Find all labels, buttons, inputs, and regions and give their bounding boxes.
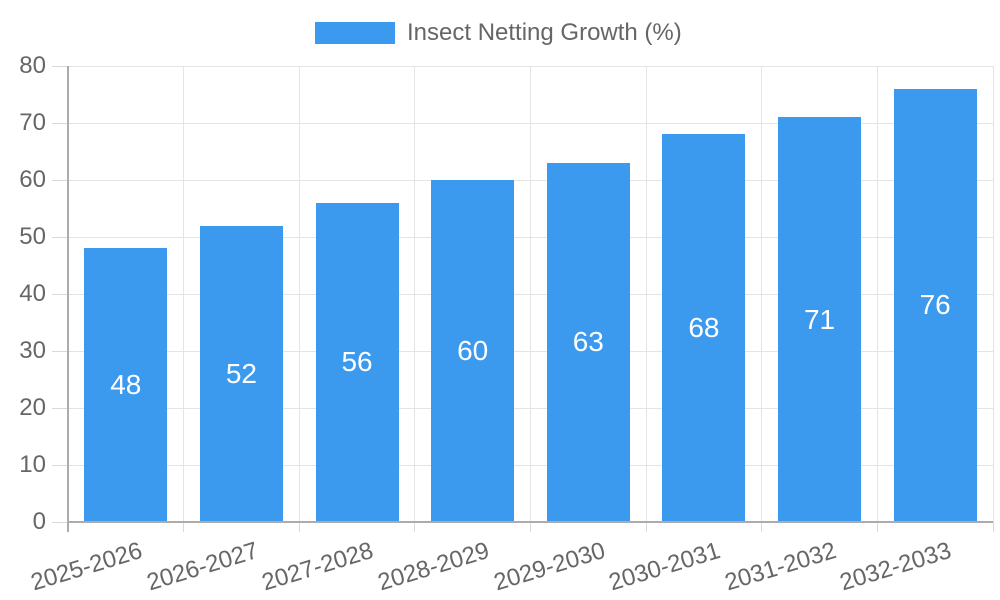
y-tick-label: 40 (19, 280, 46, 307)
x-tick-mark (298, 522, 300, 532)
bar-2026-2027[interactable]: 52 (199, 225, 283, 522)
bar-2029-2030[interactable]: 63 (546, 162, 630, 522)
bar-2030-2031[interactable]: 68 (662, 134, 746, 522)
plot-area: 48 52 56 60 63 68 71 76 (68, 65, 994, 522)
gridline-vertical (298, 66, 300, 522)
gridline-vertical (876, 66, 878, 522)
y-tick-label: 80 (19, 52, 46, 79)
gridline-vertical (530, 66, 531, 522)
legend-label: Insect Netting Growth (%) (407, 19, 682, 46)
y-tick-label: 20 (19, 394, 46, 421)
bar-2031-2032[interactable]: 71 (778, 117, 862, 522)
gridline-vertical (183, 66, 185, 522)
legend-swatch (315, 22, 395, 44)
x-tick-mark (876, 522, 878, 532)
y-tick-mark (52, 122, 68, 124)
x-tick-mark (761, 522, 763, 532)
bar-value-label: 48 (110, 369, 142, 401)
bar-2027-2028[interactable]: 56 (315, 202, 399, 522)
x-tick-label: 2030-2031 (605, 537, 724, 597)
legend-item[interactable]: Insect Netting Growth (%) (315, 21, 682, 45)
y-tick-mark (52, 293, 68, 295)
bar-value-label: 60 (457, 335, 489, 366)
y-tick-label: 60 (19, 166, 46, 193)
x-tick-mark (992, 522, 994, 532)
y-tick-mark (52, 179, 68, 181)
y-tick-mark (52, 521, 68, 523)
x-tick-label: 2025-2026 (27, 537, 146, 597)
x-tick-label: 2032-2033 (837, 537, 955, 597)
x-tick-mark (414, 522, 416, 532)
gridline-vertical (992, 66, 994, 522)
x-tick-label: 2028-2029 (374, 537, 493, 597)
x-tick-mark (645, 522, 647, 532)
y-tick-label: 30 (19, 337, 46, 364)
gridline-vertical (414, 66, 416, 522)
x-tick-label: 2027-2028 (259, 537, 377, 597)
bar-value-label: 76 (919, 289, 951, 321)
bar-value-label: 68 (688, 312, 720, 344)
bar-2028-2029[interactable]: 60 (431, 180, 515, 522)
y-tick-mark (52, 236, 68, 238)
x-tick-label: 2026-2027 (143, 537, 262, 597)
gridline-vertical (761, 66, 763, 522)
y-tick-mark (52, 464, 68, 466)
bar-2032-2033[interactable]: 76 (893, 88, 977, 522)
x-tick-label: 2031-2032 (721, 537, 840, 597)
bar-value-label: 52 (225, 357, 258, 389)
y-tick-mark (52, 65, 68, 67)
bar-value-label: 71 (803, 303, 836, 335)
gridline-vertical (645, 66, 647, 522)
bar-2025-2026[interactable]: 48 (84, 248, 168, 522)
x-tick-mark (183, 522, 185, 532)
y-tick-mark (52, 407, 68, 409)
y-tick-label: 10 (19, 451, 46, 478)
y-tick-mark (52, 350, 68, 352)
y-tick-label: 70 (19, 109, 46, 136)
x-tick-mark (530, 522, 531, 532)
x-tick-label: 2029-2030 (490, 537, 608, 597)
y-tick-label: 0 (32, 508, 46, 535)
bar-value-label: 56 (341, 346, 373, 378)
y-tick-label: 50 (19, 223, 46, 250)
x-axis-line (68, 521, 993, 523)
y-axis-line (67, 66, 69, 532)
bar-value-label: 63 (572, 326, 604, 358)
